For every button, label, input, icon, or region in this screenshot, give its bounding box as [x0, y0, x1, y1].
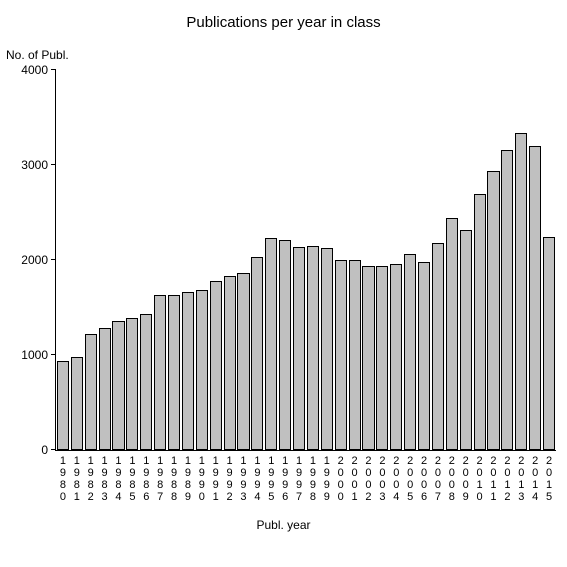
y-tick-mark [51, 164, 56, 165]
y-tick-mark [51, 69, 56, 70]
bar [501, 150, 513, 450]
bar [251, 257, 263, 450]
bar [57, 361, 69, 450]
bar [140, 314, 152, 450]
x-tick-label: 2 0 0 8 [445, 455, 459, 503]
x-tick-label: 1 9 9 9 [320, 455, 334, 503]
bar [404, 254, 416, 450]
bar [349, 260, 361, 450]
x-tick-label: 2 0 1 5 [542, 455, 556, 503]
x-tick-label: 1 9 8 8 [167, 455, 181, 503]
bar [182, 292, 194, 450]
x-tick-label: 2 0 0 4 [389, 455, 403, 503]
bar [265, 238, 277, 450]
y-tick-label: 2000 [21, 253, 56, 267]
bar [224, 276, 236, 450]
bar [362, 266, 374, 450]
x-tick-label: 2 0 0 0 [334, 455, 348, 503]
x-tick-label: 1 9 9 6 [278, 455, 292, 503]
bar [376, 266, 388, 450]
x-tick-label: 1 9 9 2 [223, 455, 237, 503]
bar [237, 273, 249, 450]
bar [432, 243, 444, 450]
x-tick-label: 2 0 1 2 [500, 455, 514, 503]
x-tick-label: 1 9 8 6 [139, 455, 153, 503]
bar [307, 246, 319, 450]
x-tick-label: 2 0 0 3 [375, 455, 389, 503]
x-tick-label: 1 9 9 0 [195, 455, 209, 503]
x-tick-label: 2 0 1 1 [487, 455, 501, 503]
x-tick-label: 2 0 0 9 [459, 455, 473, 503]
x-axis-title: Publ. year [0, 518, 567, 532]
bar [418, 262, 430, 450]
x-tick-label: 1 9 8 9 [181, 455, 195, 503]
x-tick-label: 2 0 0 5 [403, 455, 417, 503]
bar [112, 321, 124, 450]
bar [168, 295, 180, 450]
x-tick-label: 2 0 1 4 [528, 455, 542, 503]
bar [293, 247, 305, 450]
x-tick-label: 1 9 9 8 [306, 455, 320, 503]
x-tick-label: 2 0 1 3 [514, 455, 528, 503]
bar [126, 318, 138, 450]
bar [154, 295, 166, 450]
bar [543, 237, 555, 450]
y-axis-title: No. of Publ. [6, 48, 69, 62]
bar [446, 218, 458, 450]
x-tick-label: 2 0 0 2 [362, 455, 376, 503]
x-tick-label: 1 9 8 2 [84, 455, 98, 503]
bar [210, 281, 222, 450]
bar [71, 357, 83, 450]
chart-title: Publications per year in class [0, 14, 567, 31]
x-tick-label: 1 9 9 7 [292, 455, 306, 503]
bar [196, 290, 208, 450]
x-tick-label: 1 9 8 3 [98, 455, 112, 503]
x-tick-label: 1 9 8 0 [56, 455, 70, 503]
bar [99, 328, 111, 450]
bar [487, 171, 499, 450]
bar [85, 334, 97, 450]
y-tick-mark [51, 449, 56, 450]
bar [460, 230, 472, 450]
x-tick-label: 1 9 9 1 [209, 455, 223, 503]
x-tick-label: 2 0 1 0 [473, 455, 487, 503]
x-tick-label: 1 9 9 3 [237, 455, 251, 503]
x-tick-label: 1 9 8 5 [125, 455, 139, 503]
bar [390, 264, 402, 450]
y-tick-label: 0 [41, 443, 56, 457]
y-tick-mark [51, 354, 56, 355]
x-tick-label: 1 9 8 7 [153, 455, 167, 503]
bar [515, 133, 527, 450]
bar [529, 146, 541, 450]
y-tick-label: 3000 [21, 158, 56, 172]
x-tick-label: 1 9 9 5 [264, 455, 278, 503]
bar [335, 260, 347, 450]
chart-container: Publications per year in class No. of Pu… [0, 0, 567, 567]
x-tick-label: 2 0 0 6 [417, 455, 431, 503]
x-tick-label: 2 0 0 7 [431, 455, 445, 503]
x-tick-label: 2 0 0 1 [348, 455, 362, 503]
bar [279, 240, 291, 450]
y-tick-mark [51, 259, 56, 260]
y-tick-label: 1000 [21, 348, 56, 362]
x-tick-label: 1 9 9 4 [250, 455, 264, 503]
plot-area: 010002000300040001 9 8 01 9 8 11 9 8 21 … [55, 70, 556, 451]
bar [321, 248, 333, 450]
x-tick-label: 1 9 8 4 [112, 455, 126, 503]
bar [474, 194, 486, 451]
y-tick-label: 4000 [21, 63, 56, 77]
x-tick-label: 1 9 8 1 [70, 455, 84, 503]
